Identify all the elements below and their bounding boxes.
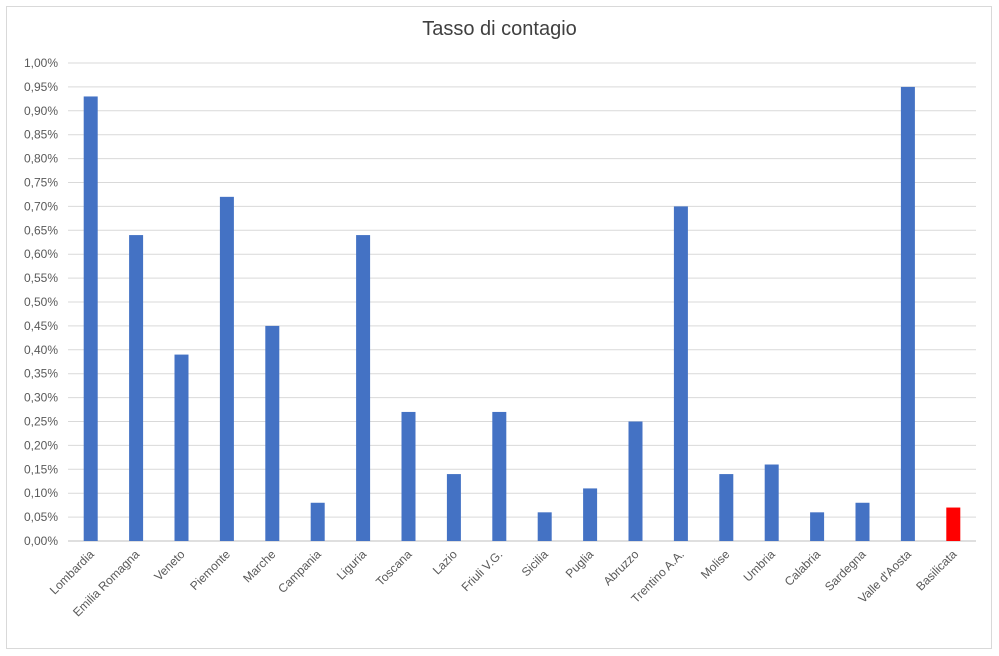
y-tick-label: 1,00% [24, 56, 58, 70]
bar-umbria [764, 464, 779, 541]
bar-friuli-v-g- [492, 411, 507, 541]
bar-abruzzo [628, 421, 643, 541]
x-tick-label: Umbria [741, 547, 778, 584]
bar-liguria [356, 235, 371, 541]
x-tick-label: Friuli V.G. [459, 547, 506, 594]
bar-puglia [583, 488, 598, 541]
x-tick-label: Marche [240, 547, 278, 585]
x-tick-label: Sardegna [822, 547, 869, 594]
bar-lombardia [83, 96, 98, 542]
bar-campania [310, 502, 325, 541]
y-tick-label: 0,65% [24, 223, 58, 237]
y-tick-label: 0,40% [24, 343, 58, 357]
bar-trentino-a-a- [673, 206, 688, 541]
y-tick-label: 0,35% [24, 367, 58, 381]
y-tick-label: 0,60% [24, 247, 58, 261]
y-tick-label: 0,00% [24, 534, 58, 548]
y-tick-label: 0,80% [24, 152, 58, 166]
y-tick-label: 0,85% [24, 128, 58, 142]
bar-emilia-romagna [129, 235, 144, 541]
bar-sardegna [855, 502, 870, 541]
bar-piemonte [219, 196, 234, 541]
gridlines [68, 62, 976, 542]
y-tick-label: 0,70% [24, 199, 58, 213]
x-tick-label: Puglia [563, 547, 597, 581]
y-tick-label: 0,10% [24, 486, 58, 500]
bar-valle-d-aosta [900, 86, 915, 542]
x-tick-label: Campania [275, 547, 324, 596]
y-tick-label: 0,95% [24, 80, 58, 94]
bar-molise [719, 474, 734, 541]
y-tick-label: 0,15% [24, 462, 58, 476]
bar-calabria [810, 512, 825, 541]
x-tick-label: Sicilia [519, 547, 551, 579]
y-tick-label: 0,75% [24, 176, 58, 190]
y-tick-label: 0,05% [24, 510, 58, 524]
y-tick-label: 0,25% [24, 415, 58, 429]
bar-basilicata [946, 507, 961, 541]
y-tick-label: 0,55% [24, 271, 58, 285]
x-tick-label: Molise [698, 547, 733, 582]
bar-marche [265, 325, 280, 541]
y-axis-ticks: 0,00% 0,05% 0,10% 0,15% 0,20% 0,25% 0,30% 0,35%… [24, 56, 58, 548]
y-tick-label: 0,20% [24, 438, 58, 452]
x-tick-label: Abruzzo [601, 547, 642, 588]
bar-veneto [174, 354, 189, 541]
x-tick-label: Piemonte [187, 547, 233, 593]
x-tick-label: Toscana [373, 547, 415, 589]
chart-area [6, 6, 992, 649]
x-tick-label: Veneto [151, 547, 188, 584]
y-tick-label: 0,30% [24, 391, 58, 405]
y-tick-label: 0,90% [24, 104, 58, 118]
y-tick-label: 0,50% [24, 295, 58, 309]
bars [83, 86, 961, 542]
bar-lazio [446, 474, 461, 541]
bar-sicilia [537, 512, 552, 541]
x-tick-label: Lazio [430, 547, 460, 577]
x-tick-label: Liguria [334, 547, 370, 583]
chart-title: Tasso di contagio [422, 18, 577, 40]
x-tick-label: Calabria [782, 547, 824, 589]
y-tick-label: 0,45% [24, 319, 58, 333]
x-tick-label: Basilicata [913, 547, 959, 593]
bar-toscana [401, 411, 416, 541]
